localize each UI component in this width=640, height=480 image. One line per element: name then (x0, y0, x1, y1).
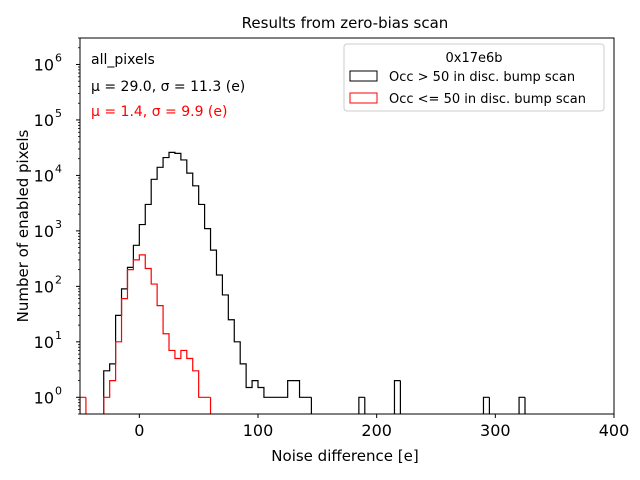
series-layer (80, 151, 526, 414)
plot-frame (79, 37, 615, 415)
x-axis: 0 100 200 300 400 (134, 414, 629, 440)
annotation-stats-low-occ: μ = 1.4, σ = 9.9 (e) (91, 104, 227, 120)
y-tick-label: 10 (34, 333, 54, 352)
x-tick-label: 300 (480, 421, 511, 440)
annotation-dataset: all_pixels (91, 52, 155, 68)
y-tick-label: 10 (34, 111, 54, 130)
y-tick-label-exponent: 5 (55, 107, 62, 120)
legend-swatch-high-occ (349, 70, 378, 82)
legend-title: 0x17e6b (445, 51, 502, 66)
y-tick-label-exponent: 3 (55, 218, 62, 231)
x-tick-label: 400 (599, 421, 630, 440)
legend-box (343, 43, 605, 112)
y-tick-label: 10 (34, 277, 54, 296)
legend-label-low-occ: Occ <= 50 in disc. bump scan (389, 92, 586, 107)
y-tick-label: 10 (34, 388, 54, 407)
x-axis-label: Noise difference [e] (271, 447, 418, 465)
legend: 0x17e6b Occ > 50 in disc. bump scan Occ … (343, 43, 605, 112)
stats-annotations: all_pixels μ = 29.0, σ = 11.3 (e) μ = 1.… (91, 52, 245, 120)
x-tick-label: 100 (243, 421, 274, 440)
y-tick-label-exponent: 2 (55, 273, 62, 286)
legend-label-high-occ: Occ > 50 in disc. bump scan (389, 70, 575, 85)
y-tick-label-exponent: 1 (55, 329, 62, 342)
annotation-stats-high-occ: μ = 29.0, σ = 11.3 (e) (91, 79, 245, 95)
legend-swatch-low-occ (349, 92, 378, 104)
series-outline-low-occ (80, 254, 211, 414)
x-tick-label: 200 (361, 421, 392, 440)
y-tick-label: 10 (34, 166, 54, 185)
y-tick-label-exponent: 4 (55, 162, 62, 175)
y-axis-label: Number of enabled pixels (14, 129, 32, 322)
chart-title: Results from zero-bias scan (242, 14, 449, 32)
series-outline-high-occ (103, 151, 525, 414)
x-tick-label: 0 (134, 421, 144, 440)
y-tick-label-exponent: 6 (55, 51, 62, 64)
y-tick-label: 10 (34, 55, 54, 74)
y-tick-label-exponent: 0 (55, 384, 62, 397)
y-tick-label: 10 (34, 222, 54, 241)
